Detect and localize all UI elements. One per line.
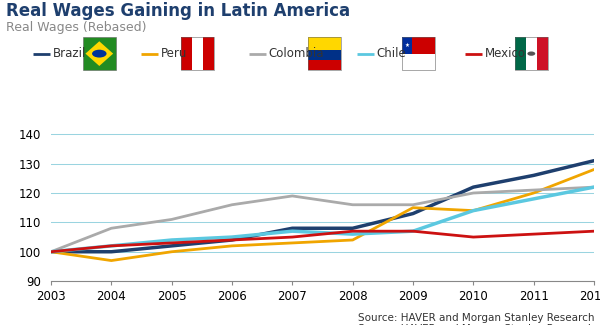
Text: Colombia: Colombia bbox=[269, 47, 325, 60]
Text: Chile: Chile bbox=[377, 47, 407, 60]
Text: Source: HAVER and Morgan Stanley Research: Source: HAVER and Morgan Stanley Researc… bbox=[358, 313, 594, 323]
Text: Peru: Peru bbox=[161, 47, 187, 60]
Text: ★: ★ bbox=[404, 43, 409, 48]
Text: Source: HAVER and Morgan Stanley Research: Source: HAVER and Morgan Stanley Researc… bbox=[358, 324, 594, 325]
Text: Real Wages Gaining in Latin America: Real Wages Gaining in Latin America bbox=[6, 2, 350, 20]
Text: Brazil: Brazil bbox=[53, 47, 86, 60]
Text: Mexico: Mexico bbox=[485, 47, 526, 60]
Text: Real Wages (Rebased): Real Wages (Rebased) bbox=[6, 21, 146, 34]
